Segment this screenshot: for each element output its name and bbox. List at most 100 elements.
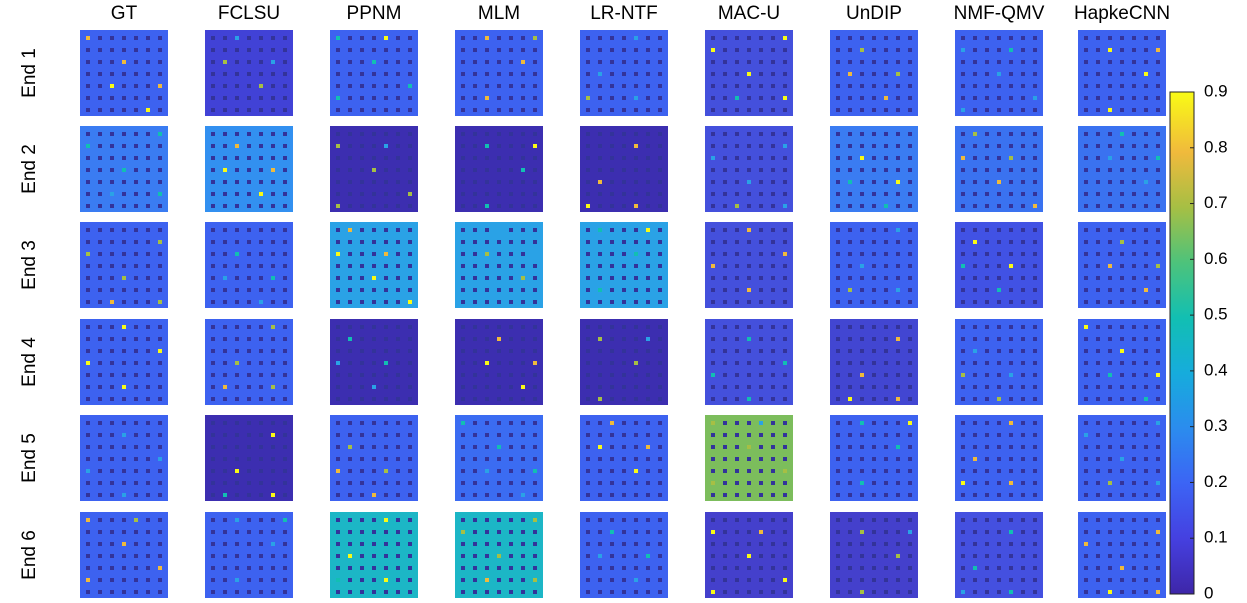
map-pixel [521, 590, 525, 594]
map-pixel [146, 385, 150, 389]
map-pixel [247, 566, 251, 570]
map-pixel [146, 325, 150, 329]
map-pixel [723, 457, 727, 461]
map-pixel [836, 433, 840, 437]
colorbar-tick-label: 0.5 [1204, 305, 1228, 324]
map-pixel [521, 156, 525, 160]
map-pixel [997, 36, 1001, 40]
map-pixel [134, 264, 138, 268]
map-pixel [360, 240, 364, 244]
map-pixel [872, 373, 876, 377]
map-pixel [1084, 337, 1088, 341]
map-pixel [211, 518, 215, 522]
map-pixel [485, 481, 489, 485]
map-pixel [598, 373, 602, 377]
map-pixel [908, 252, 912, 256]
map-pixel [86, 168, 90, 172]
map-pixel [1156, 252, 1160, 256]
map-pixel [860, 421, 864, 425]
map-pixel [336, 96, 340, 100]
map-pixel [961, 385, 965, 389]
map-pixel [1108, 180, 1112, 184]
map-pixel [711, 373, 715, 377]
map-pixel [1156, 397, 1160, 401]
map-pixel [1108, 240, 1112, 244]
map-pixel [158, 530, 162, 534]
map-pixel [848, 132, 852, 136]
map-pixel [783, 204, 787, 208]
map-pixel [485, 566, 489, 570]
map-pixel [1021, 421, 1025, 425]
map-pixel [533, 60, 537, 64]
map-pixel [759, 469, 763, 473]
map-pixel [646, 84, 650, 88]
map-pixel [223, 84, 227, 88]
map-pixel [973, 566, 977, 570]
map-pixel [497, 48, 501, 52]
map-pixel [461, 96, 465, 100]
map-pixel [735, 481, 739, 485]
abundance-map [80, 319, 168, 405]
map-pixel [973, 578, 977, 582]
map-pixel [396, 264, 400, 268]
map-pixel [961, 144, 965, 148]
map-pixel [122, 445, 126, 449]
map-pixel [836, 385, 840, 389]
map-pixel [848, 530, 852, 534]
map-pixel [586, 493, 590, 497]
map-pixel [658, 397, 662, 401]
map-pixel [1084, 276, 1088, 280]
map-pixel [997, 385, 1001, 389]
map-pixel [461, 276, 465, 280]
map-pixel [372, 542, 376, 546]
map-pixel [622, 168, 626, 172]
map-pixel [408, 72, 412, 76]
map-pixel [610, 132, 614, 136]
map-pixel [461, 554, 465, 558]
map-pixel [1120, 445, 1124, 449]
map-pixel [122, 168, 126, 172]
map-pixel [98, 457, 102, 461]
map-pixel [711, 457, 715, 461]
map-pixel [771, 554, 775, 558]
map-pixel [747, 72, 751, 76]
map-pixel [408, 276, 412, 280]
map-pixel [360, 72, 364, 76]
map-pixel [1021, 518, 1025, 522]
map-pixel [1144, 192, 1148, 196]
map-pixel [586, 156, 590, 160]
map-pixel [598, 325, 602, 329]
map-pixel [283, 325, 287, 329]
map-pixel [122, 590, 126, 594]
map-pixel [122, 325, 126, 329]
map-pixel [1021, 36, 1025, 40]
map-pixel [836, 240, 840, 244]
abundance-map [455, 319, 543, 405]
map-pixel [711, 493, 715, 497]
map-pixel [848, 192, 852, 196]
map-pixel [396, 554, 400, 558]
map-pixel [723, 397, 727, 401]
map-pixel [1108, 192, 1112, 196]
map-pixel [747, 397, 751, 401]
map-pixel [848, 457, 852, 461]
map-pixel [509, 252, 513, 256]
map-pixel [521, 60, 525, 64]
map-pixel [98, 192, 102, 196]
map-pixel [509, 385, 513, 389]
map-pixel [336, 590, 340, 594]
map-pixel [384, 530, 388, 534]
map-pixel [283, 445, 287, 449]
map-pixel [360, 168, 364, 172]
map-pixel [461, 421, 465, 425]
abundance-map [830, 319, 918, 405]
map-pixel [158, 48, 162, 52]
map-pixel [1144, 156, 1148, 160]
map-pixel [1033, 264, 1037, 268]
map-pixel [396, 132, 400, 136]
map-pixel [1108, 361, 1112, 365]
map-pixel [783, 337, 787, 341]
map-pixel [759, 300, 763, 304]
map-pixel [598, 252, 602, 256]
map-pixel [408, 325, 412, 329]
